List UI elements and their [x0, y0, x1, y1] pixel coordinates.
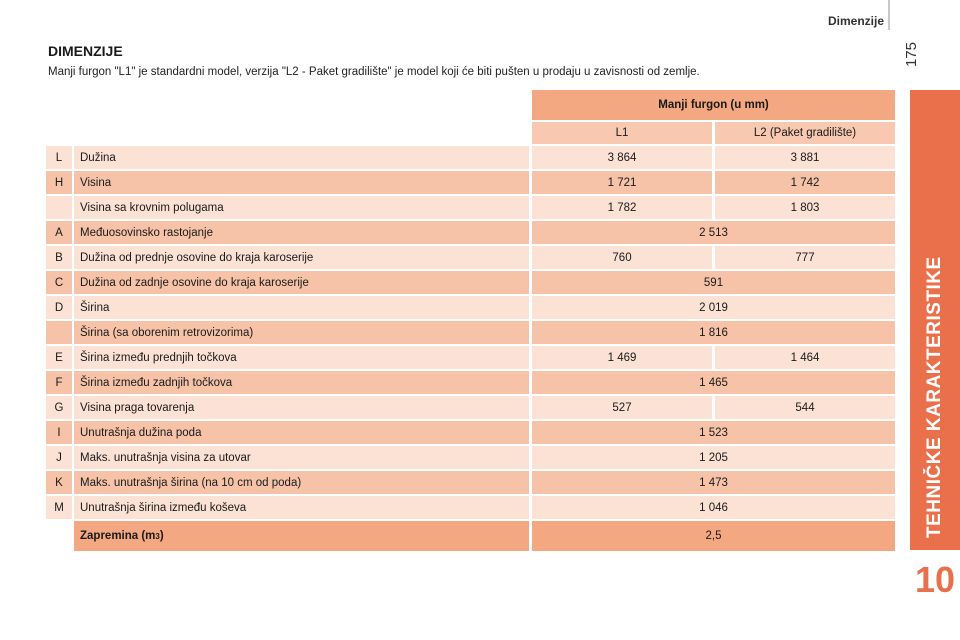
row-code: H [46, 171, 72, 194]
table-row: M Unutrašnja širina između koševa 1 046 [46, 496, 895, 519]
row-code: I [46, 421, 72, 444]
row-code: M [46, 496, 72, 519]
table-total-row: Zapremina (m 3) 2,5 [46, 521, 895, 551]
table-row: Širina (sa oborenim retrovizorima) 1 816 [46, 321, 895, 344]
chapter-side-tab [910, 90, 960, 550]
row-code: G [46, 396, 72, 419]
volume-label-text: Zapremina (m [80, 530, 156, 542]
row-label: Visina praga tovarenja [74, 396, 529, 419]
row-code: A [46, 221, 72, 244]
row-value-shared: 1 205 [532, 446, 895, 469]
row-label: Širina između zadnjih točkova [74, 371, 529, 394]
header-section-title: Dimenzije [827, 14, 884, 28]
volume-value: 2,5 [532, 521, 895, 551]
row-value-shared: 1 465 [532, 371, 895, 394]
row-value-l1: 1 721 [532, 171, 712, 194]
row-code: E [46, 346, 72, 369]
row-label: Visina [74, 171, 529, 194]
row-code: F [46, 371, 72, 394]
row-value-shared: 1 473 [532, 471, 895, 494]
row-label: Unutrašnja širina između koševa [74, 496, 529, 519]
chapter-side-label-text: TEHNIČKE KARAKTERISTIKE [924, 256, 945, 538]
row-value-l1: 1 469 [532, 346, 712, 369]
section-intro: Manji furgon "L1" je standardni model, v… [48, 66, 700, 78]
row-label: Dužina [74, 146, 529, 169]
table-row: Visina sa krovnim polugama 1 782 1 803 [46, 196, 895, 219]
row-code: B [46, 246, 72, 269]
table-row: A Međuosovinsko rastojanje 2 513 [46, 221, 895, 244]
section-title: DIMENZIJE [48, 43, 123, 59]
row-value-shared: 591 [532, 271, 895, 294]
row-value-shared: 1 816 [532, 321, 895, 344]
table-row: J Maks. unutrašnja visina za utovar 1 205 [46, 446, 895, 469]
row-value-l2: 1 742 [715, 171, 895, 194]
row-code [46, 196, 72, 219]
row-value-shared: 1 523 [532, 421, 895, 444]
table-row: E Širina između prednjih točkova 1 469 1 46… [46, 346, 895, 369]
table-row: D Širina 2 019 [46, 296, 895, 319]
row-code: C [46, 271, 72, 294]
page-number: 175 [903, 42, 920, 68]
table-column-header-row: L1 L2 (Paket gradilište) [46, 122, 895, 144]
row-label: Dužina od prednje osovine do kraja karos… [74, 246, 529, 269]
row-value-l1: 1 782 [532, 196, 712, 219]
row-label: Unutrašnja dužina poda [74, 421, 529, 444]
table-row: F Širina između zadnjih točkova 1 465 [46, 371, 895, 394]
table-row: B Dužina od prednje osovine do kraja karo… [46, 246, 895, 269]
table-row: C Dužina od zadnje osovine do kraja karos… [46, 271, 895, 294]
table-row: H Visina 1 721 1 742 [46, 171, 895, 194]
row-value-l1: 3 864 [532, 146, 712, 169]
table-body: L Dužina 3 864 3 881 H Visina 1 721 1 742 Visina… [46, 146, 895, 519]
row-label: Međuosovinsko rastojanje [74, 221, 529, 244]
table-group-header: Manji furgon (u mm) [532, 90, 895, 120]
row-code [46, 321, 72, 344]
header-divider [888, 0, 890, 30]
row-value-l2: 3 881 [715, 146, 895, 169]
row-value-l2: 1 803 [715, 196, 895, 219]
volume-label: Zapremina (m 3) [74, 521, 529, 551]
chapter-side-label: TEHNIČKE KARAKTERISTIKE [915, 90, 955, 548]
row-value-l1: 527 [532, 396, 712, 419]
column-header-l1: L1 [532, 122, 712, 144]
volume-label-end: ) [159, 530, 164, 542]
table-row: L Dužina 3 864 3 881 [46, 146, 895, 169]
table-row: K Maks. unutrašnja širina (na 10 cm od po… [46, 471, 895, 494]
row-label: Maks. unutrašnja visina za utovar [74, 446, 529, 469]
table-row: G Visina praga tovarenja 527 544 [46, 396, 895, 419]
row-code: D [46, 296, 72, 319]
row-value-l1: 760 [532, 246, 712, 269]
row-value-shared: 2 019 [532, 296, 895, 319]
row-label: Širina između prednjih točkova [74, 346, 529, 369]
row-label: Širina [74, 296, 529, 319]
row-value-l2: 544 [715, 396, 895, 419]
table-group-header-row: Manji furgon (u mm) [46, 90, 895, 120]
row-value-l2: 1 464 [715, 346, 895, 369]
column-header-l2: L2 (Paket gradilište) [715, 122, 895, 144]
row-code: L [46, 146, 72, 169]
chapter-number: 10 [914, 559, 956, 600]
row-value-shared: 2 513 [532, 221, 895, 244]
row-label: Dužina od zadnje osovine do kraja karose… [74, 271, 529, 294]
dimensions-table: Manji furgon (u mm) L1 L2 (Paket gradili… [46, 90, 895, 551]
row-label: Širina (sa oborenim retrovizorima) [74, 321, 529, 344]
row-value-l2: 777 [715, 246, 895, 269]
row-label: Maks. unutrašnja širina (na 10 cm od pod… [74, 471, 529, 494]
row-label: Visina sa krovnim polugama [74, 196, 529, 219]
row-code: K [46, 471, 72, 494]
row-value-shared: 1 046 [532, 496, 895, 519]
volume-label-sup: 3 [155, 531, 160, 541]
table-row: I Unutrašnja dužina poda 1 523 [46, 421, 895, 444]
row-code: J [46, 446, 72, 469]
